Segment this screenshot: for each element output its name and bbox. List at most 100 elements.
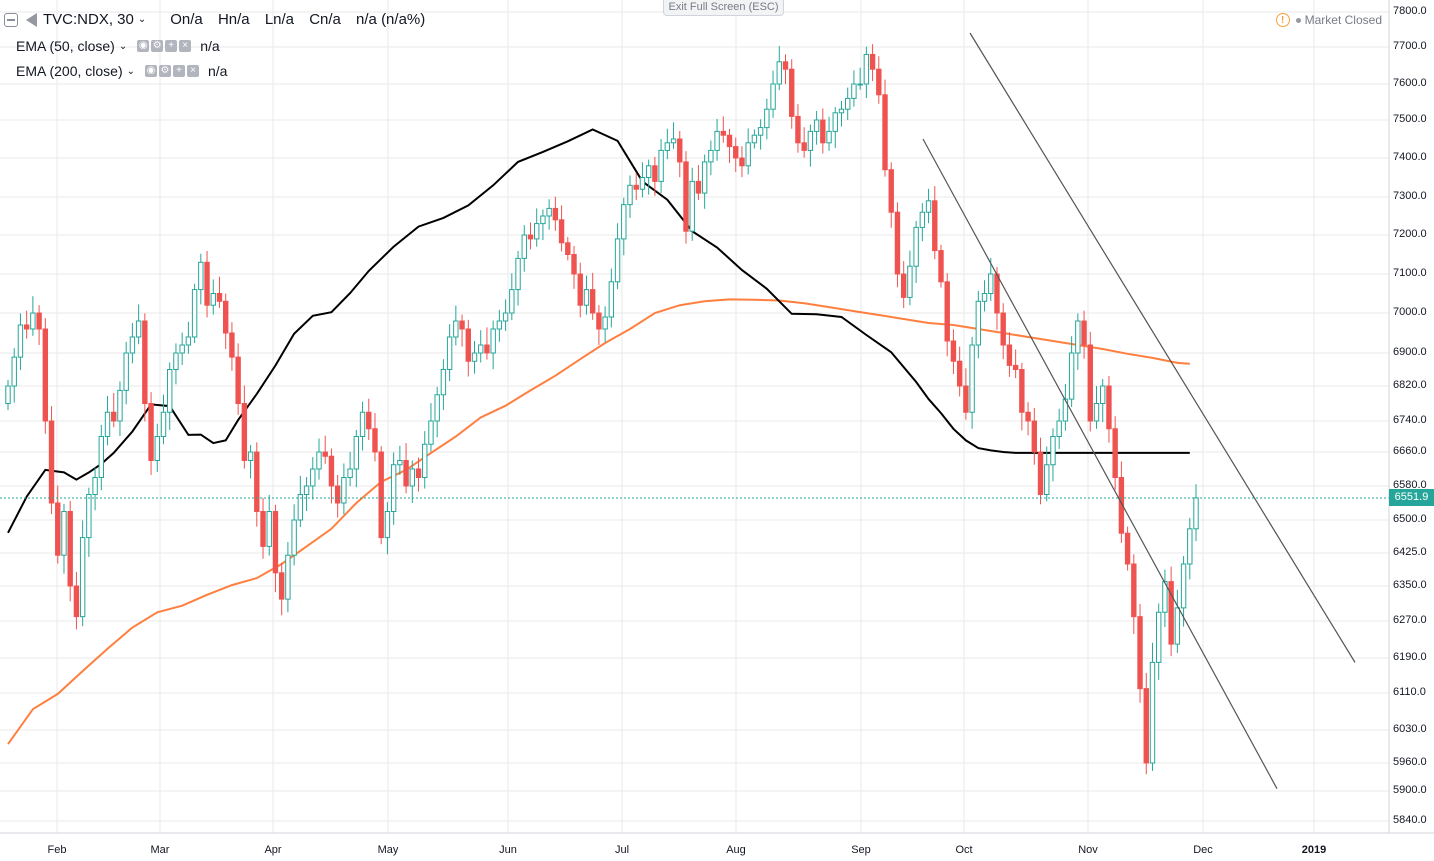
candle-body <box>534 223 540 240</box>
candle-body <box>471 352 478 362</box>
chevron-down-icon[interactable]: ⌄ <box>118 40 128 52</box>
candle-body <box>633 184 639 190</box>
warning-icon[interactable]: ! <box>1275 13 1290 27</box>
plus-icon[interactable]: + <box>165 40 178 52</box>
symbol-legend: TVC:NDX, 30 ⌄ On/a Hn/a Ln/a Cn/a n/a (n… <box>0 11 436 28</box>
close-icon[interactable]: × <box>187 65 199 77</box>
upper-trendline <box>969 32 1356 663</box>
candle-body <box>297 494 304 521</box>
candle-body <box>1075 320 1081 354</box>
candle-body <box>1000 312 1006 346</box>
gear-icon[interactable]: ⚙ <box>159 65 171 77</box>
candle-body <box>509 289 515 314</box>
candle-body <box>154 436 160 461</box>
candle-body <box>260 511 266 547</box>
candle-body <box>1156 611 1162 663</box>
candle-body <box>658 149 664 182</box>
candle-body <box>994 273 1000 314</box>
gear-icon[interactable]: ⚙ <box>151 40 164 52</box>
candle-body <box>925 200 932 213</box>
candle-body <box>1087 344 1093 422</box>
y-tick-label: 5900.0 <box>1393 784 1427 796</box>
eye-icon[interactable]: ◉ <box>137 40 150 52</box>
candle-body <box>1143 688 1149 764</box>
candle-body <box>92 477 98 495</box>
y-tick-label: 6110.0 <box>1393 686 1426 698</box>
flag-icon[interactable] <box>26 12 37 27</box>
x-tick-label: May <box>377 844 399 856</box>
y-tick-label: 7300.0 <box>1393 190 1427 202</box>
candle-body <box>285 554 291 600</box>
ema200-label[interactable]: EMA (200, close) <box>16 63 123 79</box>
candle-body <box>882 94 888 171</box>
candle-body <box>583 289 590 306</box>
candle-body <box>1044 464 1050 495</box>
candle-body <box>795 115 801 144</box>
candle-body <box>440 369 447 396</box>
ema50-value: n/a <box>200 38 220 54</box>
candle-body <box>1050 436 1056 466</box>
candle-body <box>919 211 926 228</box>
candle-body <box>235 356 241 404</box>
candle-body <box>478 344 484 354</box>
y-tick-label: 7400.0 <box>1393 151 1427 163</box>
candle-body <box>739 157 745 167</box>
x-tick-label: Oct <box>955 844 973 856</box>
candle-body <box>733 146 739 159</box>
x-tick-label: Sep <box>851 844 871 856</box>
candle-body <box>341 477 347 504</box>
candle-body <box>502 312 509 322</box>
eye-icon[interactable]: ◉ <box>145 65 157 77</box>
ema50-label[interactable]: EMA (50, close) <box>16 38 115 54</box>
candle-body <box>403 460 409 487</box>
candle-body <box>353 436 360 470</box>
collapse-legend-icon[interactable] <box>4 12 18 27</box>
candle-body <box>1081 320 1087 346</box>
y-tick-label: 6580.0 <box>1393 479 1427 491</box>
candle-body <box>1124 532 1131 565</box>
candle-body <box>98 436 104 478</box>
candle-body <box>291 519 297 556</box>
candle-body <box>1174 607 1181 645</box>
y-tick-label: 7000.0 <box>1393 306 1427 318</box>
candle-body <box>359 411 366 437</box>
candle-body <box>820 119 826 144</box>
y-tick-label: 7200.0 <box>1393 228 1427 240</box>
candle-body <box>210 293 216 306</box>
candle-body <box>303 485 310 495</box>
plus-icon[interactable]: + <box>173 65 185 77</box>
close-icon[interactable]: × <box>179 40 192 52</box>
candle-body <box>409 468 416 487</box>
x-tick-label: Aug <box>726 844 746 856</box>
trendlines <box>922 32 1356 789</box>
candle-body <box>422 443 428 478</box>
candle-body <box>751 134 758 144</box>
candle-body <box>527 234 534 240</box>
candle-body <box>770 83 776 110</box>
candle-body <box>1019 369 1025 413</box>
candle-body <box>558 219 565 244</box>
symbol-label[interactable]: TVC:NDX, 30 <box>43 11 134 28</box>
candle-body <box>900 273 907 298</box>
chevron-down-icon[interactable]: ⌄ <box>126 65 135 77</box>
candle-body <box>876 68 882 96</box>
exit-fullscreen-button[interactable]: Exit Full Screen (ESC) <box>663 0 784 16</box>
candle-body <box>129 336 136 354</box>
candle-body <box>708 149 714 163</box>
candle-body <box>55 502 61 556</box>
candle-body <box>907 265 913 298</box>
candle-body <box>484 344 490 354</box>
candle-body <box>1168 581 1174 645</box>
y-tick-label: 7700.0 <box>1393 40 1427 52</box>
chevron-down-icon[interactable]: ⌄ <box>137 14 147 25</box>
candle-body <box>782 61 789 70</box>
candle-body <box>621 204 627 240</box>
candle-body <box>73 585 80 618</box>
candle-body <box>677 138 683 163</box>
candle-body <box>981 293 988 302</box>
candle-body <box>1193 497 1199 530</box>
candle-body <box>415 468 422 478</box>
candle-body <box>546 207 552 217</box>
candle-body <box>490 328 496 354</box>
